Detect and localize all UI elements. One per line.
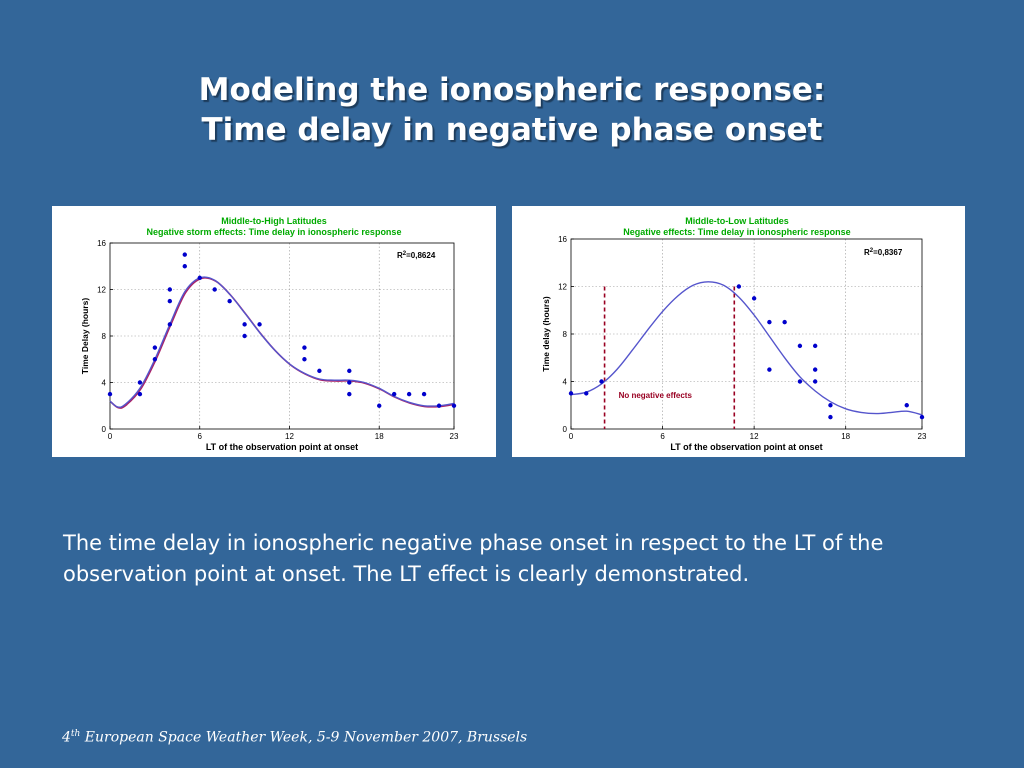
chart-title: Middle-to-Low Latitudes: [685, 216, 789, 226]
data-point: [436, 403, 442, 408]
data-point: [182, 264, 187, 269]
data-point: [347, 368, 352, 374]
y-tick-label: 12: [97, 286, 106, 295]
data-point: [421, 391, 427, 397]
r-squared-symbol: R: [397, 251, 403, 260]
y-tick-label: 8: [102, 332, 107, 341]
chart-panel-high-latitudes: Middle-to-High Latitudes Negative storm e…: [52, 206, 496, 457]
chart-panel-low-latitudes: Middle-to-Low Latitudes Negative effects:…: [512, 206, 965, 457]
data-point: [812, 367, 818, 372]
x-tick-label: 23: [918, 432, 927, 441]
chart-title: Middle-to-High Latitudes: [221, 216, 327, 226]
x-tick-label: 18: [841, 432, 850, 441]
data-point: [736, 284, 742, 289]
data-point: [828, 403, 833, 408]
y-tick-label: 4: [563, 378, 568, 387]
data-point: [751, 296, 757, 301]
data-point: [767, 367, 772, 372]
r-squared-value: =0,8624: [406, 251, 436, 260]
data-point: [812, 343, 818, 349]
data-point: [257, 322, 262, 327]
data-point: [812, 379, 818, 384]
description-text: The time delay in ionospheric negative p…: [63, 531, 884, 586]
x-tick-label: 0: [108, 432, 113, 441]
y-tick-label: 0: [563, 425, 568, 434]
x-tick-label: 12: [285, 432, 294, 441]
data-point: [599, 379, 604, 384]
chart-subtitle: Negative effects: Time delay in ionosphe…: [623, 227, 850, 237]
y-axis-label: Time Delay (hours): [80, 298, 90, 375]
x-tick-label: 0: [569, 432, 574, 441]
footer-superscript: th: [70, 729, 81, 739]
chart-subtitle: Negative storm effects: Time delay in io…: [147, 227, 402, 237]
r-squared-value: =0,8367: [873, 248, 903, 257]
r-squared-symbol: R: [864, 248, 870, 257]
fit-curve: [109, 276, 455, 408]
data-point: [137, 380, 143, 385]
data-point: [406, 391, 412, 397]
data-point: [797, 343, 803, 349]
y-tick-label: 16: [558, 235, 567, 244]
data-point: [377, 403, 382, 408]
data-point: [584, 391, 589, 396]
data-point: [767, 319, 772, 325]
slide-title-line-2: Time delay in negative phase onset: [201, 112, 823, 148]
data-point: [302, 357, 307, 362]
r-squared-exponent: 2: [403, 251, 407, 257]
r-squared-label: R2=0,8624: [397, 251, 436, 260]
data-point: [167, 298, 173, 304]
data-point: [451, 403, 457, 408]
data-point: [347, 380, 352, 385]
data-point: [107, 391, 113, 397]
data-point: [182, 252, 187, 257]
data-point: [568, 391, 574, 396]
data-point: [919, 414, 925, 420]
data-point: [302, 345, 307, 350]
data-point: [797, 379, 803, 384]
data-point: [347, 391, 352, 397]
data-point: [137, 391, 143, 397]
x-axis-label: LT of the observation point at onset: [206, 442, 358, 452]
x-tick-label: 18: [375, 432, 384, 441]
y-tick-label: 16: [97, 239, 106, 248]
y-tick-label: 8: [563, 330, 568, 339]
x-tick-label: 23: [450, 432, 459, 441]
footer-number: 4: [62, 729, 71, 746]
x-tick-label: 6: [198, 432, 203, 441]
data-point: [167, 287, 173, 292]
data-point: [152, 357, 158, 362]
data-point: [782, 319, 787, 325]
footer-text: 4th European Space Weather Week, 5-9 Nov…: [62, 729, 527, 746]
data-point: [828, 414, 833, 420]
data-point: [197, 275, 202, 281]
slide-title: Modeling the ionospheric response: Time …: [0, 70, 1024, 150]
data-point: [904, 403, 909, 408]
y-axis-label: Time delay (hours): [541, 296, 551, 372]
data-point: [391, 391, 397, 397]
fit-curve: [570, 281, 923, 416]
data-point: [152, 345, 158, 350]
r-squared-label: R2=0,8367: [864, 248, 903, 257]
data-point: [242, 333, 247, 339]
annotation-no-negative-effects: No negative effects: [619, 391, 693, 400]
y-tick-label: 4: [102, 379, 107, 388]
y-tick-label: 12: [558, 283, 567, 292]
x-tick-label: 6: [660, 432, 665, 441]
data-point: [212, 287, 217, 292]
footer-event: European Space Weather Week, 5-9 Novembe…: [80, 729, 528, 746]
x-axis-label: LT of the observation point at onset: [670, 442, 822, 452]
x-tick-label: 12: [750, 432, 759, 441]
data-point: [242, 322, 247, 327]
r-squared-exponent: 2: [870, 248, 874, 254]
slide-title-line-1: Modeling the ionospheric response:: [198, 72, 826, 108]
data-point: [317, 368, 322, 374]
data-point: [227, 298, 232, 304]
data-point: [167, 322, 173, 327]
y-tick-label: 0: [102, 425, 107, 434]
